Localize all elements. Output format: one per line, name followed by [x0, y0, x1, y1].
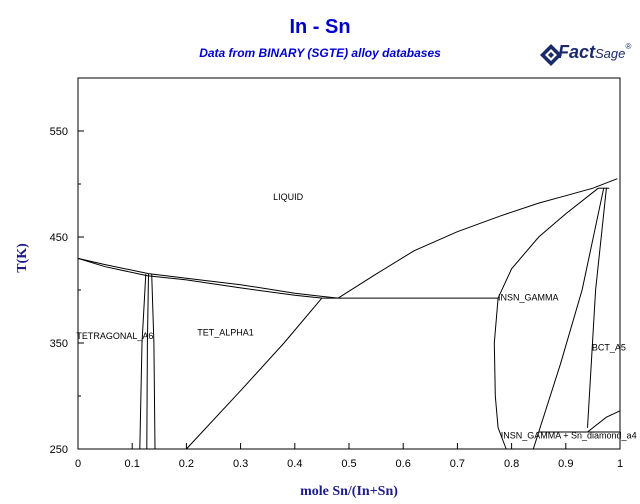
- phase-boundary-tet-a6-right-boundary: [146, 274, 149, 450]
- x-tick-label: 0.5: [341, 458, 356, 470]
- x-tick-label: 1: [617, 458, 623, 470]
- x-tick-label: 0.7: [450, 458, 465, 470]
- x-axis-title: mole Sn/(In+Sn): [300, 484, 398, 499]
- phase-boundary-liquidus-sn: [337, 178, 618, 299]
- region-label: BCT_A5: [592, 342, 626, 352]
- y-axis-title: T(K): [15, 243, 30, 273]
- region-labels: LIQUID TETRAGONAL_A6 TET_ALPHA1 INSN_GAMMA B…: [76, 192, 636, 441]
- y-tick-label: 350: [50, 338, 68, 350]
- phase-boundary-bct-a5-solidus: [587, 188, 607, 428]
- x-tick-label: 0.2: [179, 458, 194, 470]
- factsage-logo: FactSage®: [536, 38, 631, 72]
- phase-boundaries: [77, 178, 621, 450]
- logo-suffix: Sage: [595, 46, 626, 61]
- x-tick-label: 0.1: [125, 458, 140, 470]
- region-label: INSN_GAMMA: [498, 293, 559, 303]
- phase-boundary-tet-alpha1-left-boundary: [151, 274, 156, 450]
- y-tick-label: 450: [50, 232, 68, 244]
- region-label: INSN_GAMMA + Sn_diamond_a4: [501, 430, 637, 440]
- y-axis-ticks: 250 350 450 550: [50, 126, 84, 456]
- region-label: LIQUID: [273, 192, 304, 202]
- x-tick-label: 0.8: [504, 458, 519, 470]
- region-label: TETRAGONAL_A6: [76, 331, 153, 341]
- phase-boundary-tet-a6-left-boundary: [139, 274, 147, 450]
- phase-boundary-tet-alpha1-right-boundary: [186, 297, 323, 450]
- x-axis-ticks: 0 0.1 0.2 0.3 0.4 0.5 0.6 0.7 0.8 0.9 1: [75, 443, 623, 470]
- phase-boundary-liquidus-in: [77, 257, 339, 299]
- phase-boundary-insn-gamma-left-boundary: [493, 298, 507, 450]
- x-tick-label: 0: [75, 458, 81, 470]
- factsage-logo-icon: [540, 44, 562, 66]
- chart-title: In - Sn: [289, 16, 351, 38]
- logo-brand: Fact: [558, 42, 596, 62]
- logo-mark: ®: [625, 42, 632, 51]
- phase-boundary-insn-gamma-liquidus: [497, 187, 599, 299]
- y-tick-label: 550: [50, 126, 68, 138]
- phase-boundary-solidus-in: [77, 257, 322, 299]
- x-tick-label: 0.3: [233, 458, 248, 470]
- region-label: TET_ALPHA1: [197, 328, 254, 338]
- phase-boundary-bct-a5-corner: [587, 410, 621, 433]
- x-tick-label: 0.4: [287, 458, 302, 470]
- plot-frame: [77, 77, 621, 450]
- y-tick-label: 250: [50, 444, 68, 456]
- x-tick-label: 0.6: [396, 458, 411, 470]
- x-tick-label: 0.9: [558, 458, 573, 470]
- chart-subtitle: Data from BINARY (SGTE) alloy databases: [199, 46, 441, 60]
- phase-boundary-insn-gamma-right-boundary: [532, 188, 605, 450]
